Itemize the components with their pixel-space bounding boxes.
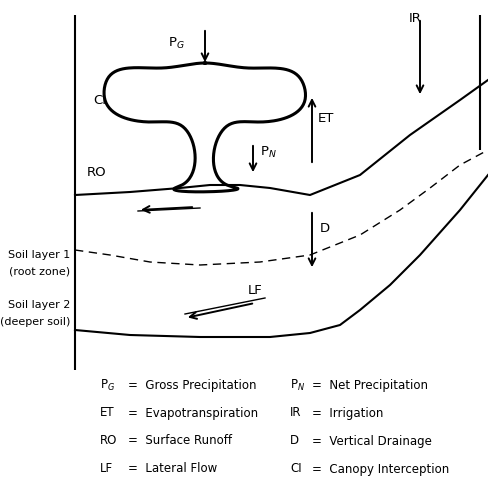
Text: D: D bbox=[290, 434, 299, 448]
Text: CI: CI bbox=[93, 94, 106, 106]
Text: LF: LF bbox=[248, 284, 263, 296]
Text: =  Vertical Drainage: = Vertical Drainage bbox=[312, 434, 432, 448]
Text: RO: RO bbox=[100, 434, 118, 448]
Text: =  Evapotranspiration: = Evapotranspiration bbox=[128, 406, 258, 420]
Text: =  Irrigation: = Irrigation bbox=[312, 406, 384, 420]
Text: (root zone): (root zone) bbox=[9, 267, 70, 277]
Text: RO: RO bbox=[87, 166, 106, 178]
Text: P$_N$: P$_N$ bbox=[260, 144, 277, 160]
Text: IR: IR bbox=[408, 12, 422, 25]
Text: (deeper soil): (deeper soil) bbox=[0, 317, 70, 327]
Text: P$_N$: P$_N$ bbox=[290, 378, 305, 392]
Text: Soil layer 2: Soil layer 2 bbox=[8, 300, 70, 310]
Text: =  Gross Precipitation: = Gross Precipitation bbox=[128, 378, 257, 392]
Text: =  Lateral Flow: = Lateral Flow bbox=[128, 462, 217, 475]
Text: P$_G$: P$_G$ bbox=[100, 378, 115, 392]
Text: D: D bbox=[320, 222, 330, 234]
Text: =  Canopy Interception: = Canopy Interception bbox=[312, 462, 449, 475]
Text: LF: LF bbox=[100, 462, 113, 475]
Text: CI: CI bbox=[290, 462, 302, 475]
Text: ET: ET bbox=[100, 406, 115, 420]
Text: ET: ET bbox=[318, 112, 334, 124]
Text: IR: IR bbox=[290, 406, 302, 420]
Text: P$_G$: P$_G$ bbox=[168, 36, 185, 51]
Text: Soil layer 1: Soil layer 1 bbox=[8, 250, 70, 260]
Text: =  Surface Runoff: = Surface Runoff bbox=[128, 434, 232, 448]
Text: =  Net Precipitation: = Net Precipitation bbox=[312, 378, 428, 392]
